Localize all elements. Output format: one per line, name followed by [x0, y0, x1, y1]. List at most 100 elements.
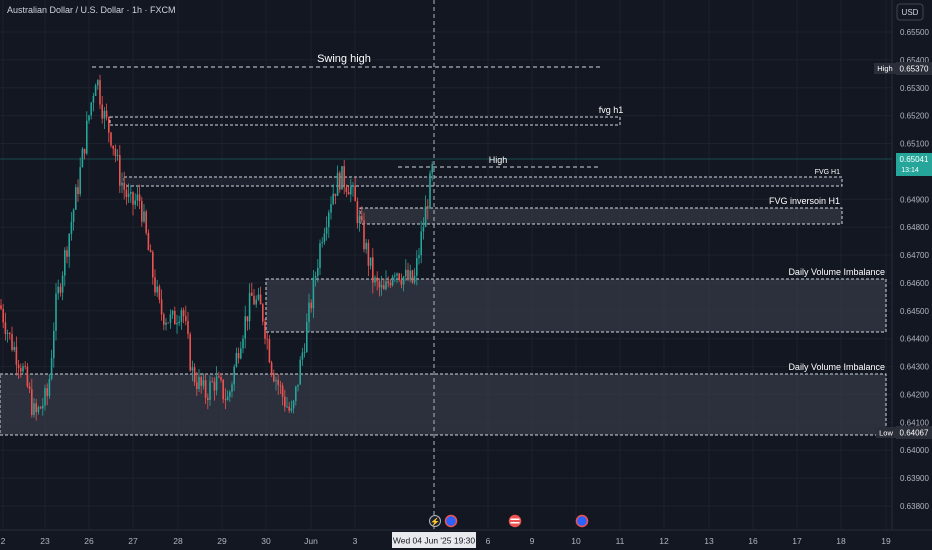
candle-body [310, 302, 312, 309]
candle-body [286, 406, 288, 408]
candle-body [171, 310, 174, 315]
countdown-timer: 13:14 [901, 167, 919, 174]
crosshair-date-badge [392, 532, 476, 548]
currency-button[interactable] [896, 3, 924, 21]
candle-body [251, 292, 253, 296]
au-flag-event-icon[interactable] [444, 514, 458, 528]
annotations: Swing high fvg h1 High FVG H1 FVG invers… [317, 53, 885, 372]
candle-body [178, 321, 180, 323]
y-tick-label: 0.64600 [900, 279, 929, 288]
x-tick-label: 6 [486, 536, 491, 546]
y-tick-label: 0.63900 [900, 474, 929, 483]
candle-body [334, 193, 337, 196]
price-axis[interactable] [892, 0, 932, 550]
candle-body [222, 379, 224, 400]
candle-body [132, 192, 134, 205]
event-icons[interactable]: ⚡ [429, 514, 589, 528]
candle-body [55, 293, 57, 331]
zone-fvg-h1 [109, 116, 621, 126]
candle-body [422, 227, 425, 232]
candle-body [13, 346, 15, 351]
candle-body [218, 376, 220, 378]
candle-body [387, 281, 389, 284]
candle-body [160, 299, 163, 315]
candle-body [356, 201, 359, 224]
candle-body [369, 257, 372, 266]
candle-body [108, 117, 110, 133]
candle-body [86, 120, 88, 154]
candle-body [413, 275, 416, 283]
lightning-event-icon[interactable] [429, 515, 441, 527]
candle-body [6, 332, 9, 334]
candle-body [290, 408, 293, 411]
candle-body [209, 381, 211, 401]
candle-body [427, 206, 429, 209]
candle-body [273, 373, 275, 382]
candle-body [292, 401, 295, 409]
candle-body [248, 292, 251, 322]
x-tick-label: 12 [659, 536, 669, 546]
candle-body [53, 330, 55, 359]
high-badge-value-bg [896, 62, 932, 75]
y-tick-label: 0.65100 [900, 140, 929, 149]
zone-fvg-inversion-h1 [359, 207, 843, 225]
candle-body [180, 310, 183, 322]
candle-body [165, 322, 167, 325]
candle-body [211, 381, 213, 383]
current-price-badge [896, 153, 932, 176]
x-tick-label: 17 [792, 536, 802, 546]
candle-body [50, 358, 53, 379]
candle-body [281, 385, 284, 397]
candle-body [75, 187, 77, 210]
candle-body [431, 164, 433, 174]
candle-body [372, 257, 374, 283]
candle-body [119, 155, 121, 186]
candle-body [154, 277, 156, 293]
y-tick-label: 0.65200 [900, 112, 929, 121]
candle-body [220, 377, 222, 380]
candle-body [378, 281, 381, 288]
currency-button-label: USD [902, 8, 919, 17]
us-flag-stripe-icon [510, 518, 520, 520]
candle-body [308, 302, 310, 323]
candle-body [17, 364, 20, 369]
x-tick-label: 16 [748, 536, 758, 546]
us-flag-event-icon[interactable] [508, 514, 522, 528]
candle-body [424, 206, 427, 228]
candle-body [121, 182, 123, 186]
candle-body [255, 299, 257, 305]
candle-body [143, 211, 145, 222]
candle-body [246, 316, 249, 322]
candle-body [418, 255, 420, 259]
candle-body [83, 148, 86, 154]
candle-body [26, 366, 29, 387]
low-badge-value: 0.64067 [900, 429, 929, 438]
candle-body [242, 338, 244, 349]
label-swing-high: Swing high [317, 53, 371, 65]
current-price-value: 0.65041 [900, 155, 929, 164]
y-tick-label: 0.64400 [900, 335, 929, 344]
candle-body [44, 388, 46, 406]
crosshair-date-label: Wed 04 Jun '25 19:30 [393, 536, 476, 546]
candle-body [224, 399, 227, 401]
y-tick-label: 0.64100 [900, 418, 929, 427]
candle-body [141, 200, 143, 222]
candle-body [130, 192, 132, 194]
candle-body [361, 216, 363, 221]
candle-body [374, 277, 376, 283]
candle-body [66, 250, 68, 257]
candle-body [288, 406, 290, 411]
candle-body [9, 332, 11, 335]
candle-body [240, 348, 242, 359]
candle-body [429, 173, 431, 209]
au-flag-event-icon-2[interactable] [575, 514, 589, 528]
candle-body [299, 359, 301, 385]
candle-body [385, 281, 387, 290]
candle-body [262, 304, 264, 322]
candle-body [407, 269, 409, 280]
candle-body [215, 376, 218, 391]
candle-body [70, 221, 73, 235]
candle-body [110, 132, 112, 146]
candle-body [266, 338, 268, 340]
